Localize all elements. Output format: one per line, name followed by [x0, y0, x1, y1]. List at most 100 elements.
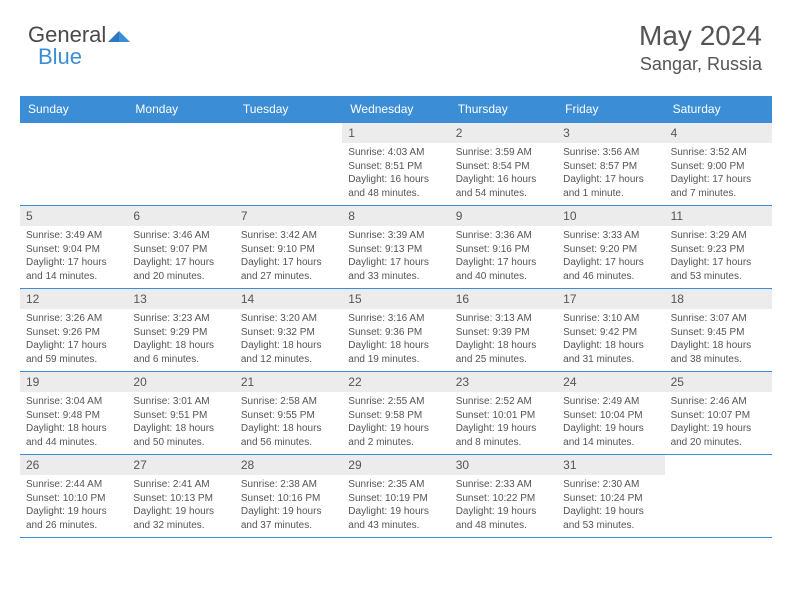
calendar-day: 6Sunrise: 3:46 AMSunset: 9:07 PMDaylight…	[127, 206, 234, 288]
day-body: Sunrise: 2:44 AMSunset: 10:10 PMDaylight…	[20, 475, 127, 537]
calendar-day	[127, 123, 234, 205]
day-number: 18	[665, 289, 772, 309]
day-number: 24	[557, 372, 664, 392]
day-number: 6	[127, 206, 234, 226]
day-body: Sunrise: 3:04 AMSunset: 9:48 PMDaylight:…	[20, 392, 127, 454]
day-number	[20, 123, 127, 143]
day-body: Sunrise: 3:10 AMSunset: 9:42 PMDaylight:…	[557, 309, 664, 371]
day-number: 14	[235, 289, 342, 309]
day-number: 25	[665, 372, 772, 392]
day-number: 29	[342, 455, 449, 475]
calendar-week: 19Sunrise: 3:04 AMSunset: 9:48 PMDayligh…	[20, 372, 772, 455]
day-number: 13	[127, 289, 234, 309]
day-body: Sunrise: 4:03 AMSunset: 8:51 PMDaylight:…	[342, 143, 449, 205]
day-number: 31	[557, 455, 664, 475]
calendar-day: 17Sunrise: 3:10 AMSunset: 9:42 PMDayligh…	[557, 289, 664, 371]
calendar-week: 5Sunrise: 3:49 AMSunset: 9:04 PMDaylight…	[20, 206, 772, 289]
calendar-day: 2Sunrise: 3:59 AMSunset: 8:54 PMDaylight…	[450, 123, 557, 205]
day-number	[235, 123, 342, 143]
calendar-day: 24Sunrise: 2:49 AMSunset: 10:04 PMDaylig…	[557, 372, 664, 454]
day-number: 9	[450, 206, 557, 226]
day-number: 4	[665, 123, 772, 143]
day-body: Sunrise: 2:41 AMSunset: 10:13 PMDaylight…	[127, 475, 234, 537]
weekday-label: Wednesday	[342, 96, 449, 122]
day-body: Sunrise: 2:58 AMSunset: 9:55 PMDaylight:…	[235, 392, 342, 454]
calendar-day: 18Sunrise: 3:07 AMSunset: 9:45 PMDayligh…	[665, 289, 772, 371]
day-number: 3	[557, 123, 664, 143]
page-title: May 2024	[639, 20, 762, 52]
day-body: Sunrise: 2:46 AMSunset: 10:07 PMDaylight…	[665, 392, 772, 454]
calendar-day: 4Sunrise: 3:52 AMSunset: 9:00 PMDaylight…	[665, 123, 772, 205]
weekday-label: Monday	[127, 96, 234, 122]
calendar-day: 30Sunrise: 2:33 AMSunset: 10:22 PMDaylig…	[450, 455, 557, 537]
day-body: Sunrise: 2:49 AMSunset: 10:04 PMDaylight…	[557, 392, 664, 454]
day-number: 1	[342, 123, 449, 143]
calendar-day: 19Sunrise: 3:04 AMSunset: 9:48 PMDayligh…	[20, 372, 127, 454]
calendar-week: 12Sunrise: 3:26 AMSunset: 9:26 PMDayligh…	[20, 289, 772, 372]
day-body: Sunrise: 3:56 AMSunset: 8:57 PMDaylight:…	[557, 143, 664, 205]
calendar-day: 21Sunrise: 2:58 AMSunset: 9:55 PMDayligh…	[235, 372, 342, 454]
weekday-header: SundayMondayTuesdayWednesdayThursdayFrid…	[20, 96, 772, 122]
day-body: Sunrise: 3:52 AMSunset: 9:00 PMDaylight:…	[665, 143, 772, 205]
calendar-day: 16Sunrise: 3:13 AMSunset: 9:39 PMDayligh…	[450, 289, 557, 371]
day-body: Sunrise: 3:07 AMSunset: 9:45 PMDaylight:…	[665, 309, 772, 371]
calendar-day: 28Sunrise: 2:38 AMSunset: 10:16 PMDaylig…	[235, 455, 342, 537]
day-number: 5	[20, 206, 127, 226]
calendar-day: 8Sunrise: 3:39 AMSunset: 9:13 PMDaylight…	[342, 206, 449, 288]
day-body: Sunrise: 3:46 AMSunset: 9:07 PMDaylight:…	[127, 226, 234, 288]
calendar-day: 7Sunrise: 3:42 AMSunset: 9:10 PMDaylight…	[235, 206, 342, 288]
day-body: Sunrise: 3:36 AMSunset: 9:16 PMDaylight:…	[450, 226, 557, 288]
calendar-week: 1Sunrise: 4:03 AMSunset: 8:51 PMDaylight…	[20, 122, 772, 206]
day-body: Sunrise: 3:26 AMSunset: 9:26 PMDaylight:…	[20, 309, 127, 371]
weekday-label: Friday	[557, 96, 664, 122]
day-body: Sunrise: 3:42 AMSunset: 9:10 PMDaylight:…	[235, 226, 342, 288]
weekday-label: Saturday	[665, 96, 772, 122]
day-body: Sunrise: 2:55 AMSunset: 9:58 PMDaylight:…	[342, 392, 449, 454]
calendar-day: 3Sunrise: 3:56 AMSunset: 8:57 PMDaylight…	[557, 123, 664, 205]
day-body: Sunrise: 3:01 AMSunset: 9:51 PMDaylight:…	[127, 392, 234, 454]
calendar-day: 5Sunrise: 3:49 AMSunset: 9:04 PMDaylight…	[20, 206, 127, 288]
calendar-day: 14Sunrise: 3:20 AMSunset: 9:32 PMDayligh…	[235, 289, 342, 371]
calendar-day: 15Sunrise: 3:16 AMSunset: 9:36 PMDayligh…	[342, 289, 449, 371]
weekday-label: Sunday	[20, 96, 127, 122]
calendar: SundayMondayTuesdayWednesdayThursdayFrid…	[20, 96, 772, 538]
day-number: 2	[450, 123, 557, 143]
day-body: Sunrise: 3:33 AMSunset: 9:20 PMDaylight:…	[557, 226, 664, 288]
calendar-day	[235, 123, 342, 205]
day-number: 11	[665, 206, 772, 226]
calendar-day: 10Sunrise: 3:33 AMSunset: 9:20 PMDayligh…	[557, 206, 664, 288]
calendar-day: 22Sunrise: 2:55 AMSunset: 9:58 PMDayligh…	[342, 372, 449, 454]
day-body: Sunrise: 2:38 AMSunset: 10:16 PMDaylight…	[235, 475, 342, 537]
calendar-day: 29Sunrise: 2:35 AMSunset: 10:19 PMDaylig…	[342, 455, 449, 537]
day-body: Sunrise: 2:33 AMSunset: 10:22 PMDaylight…	[450, 475, 557, 537]
day-number: 28	[235, 455, 342, 475]
calendar-day: 31Sunrise: 2:30 AMSunset: 10:24 PMDaylig…	[557, 455, 664, 537]
day-number: 23	[450, 372, 557, 392]
calendar-week: 26Sunrise: 2:44 AMSunset: 10:10 PMDaylig…	[20, 455, 772, 538]
calendar-day: 27Sunrise: 2:41 AMSunset: 10:13 PMDaylig…	[127, 455, 234, 537]
day-body: Sunrise: 2:52 AMSunset: 10:01 PMDaylight…	[450, 392, 557, 454]
day-body: Sunrise: 3:39 AMSunset: 9:13 PMDaylight:…	[342, 226, 449, 288]
location-label: Sangar, Russia	[639, 54, 762, 75]
calendar-day: 11Sunrise: 3:29 AMSunset: 9:23 PMDayligh…	[665, 206, 772, 288]
day-body: Sunrise: 3:59 AMSunset: 8:54 PMDaylight:…	[450, 143, 557, 205]
day-number: 26	[20, 455, 127, 475]
day-body: Sunrise: 2:35 AMSunset: 10:19 PMDaylight…	[342, 475, 449, 537]
day-body: Sunrise: 3:20 AMSunset: 9:32 PMDaylight:…	[235, 309, 342, 371]
day-body: Sunrise: 3:29 AMSunset: 9:23 PMDaylight:…	[665, 226, 772, 288]
day-body: Sunrise: 3:16 AMSunset: 9:36 PMDaylight:…	[342, 309, 449, 371]
day-number: 16	[450, 289, 557, 309]
day-number: 17	[557, 289, 664, 309]
day-body: Sunrise: 3:13 AMSunset: 9:39 PMDaylight:…	[450, 309, 557, 371]
day-number: 19	[20, 372, 127, 392]
calendar-day: 13Sunrise: 3:23 AMSunset: 9:29 PMDayligh…	[127, 289, 234, 371]
day-number: 15	[342, 289, 449, 309]
day-number: 21	[235, 372, 342, 392]
day-number: 7	[235, 206, 342, 226]
weekday-label: Tuesday	[235, 96, 342, 122]
day-body: Sunrise: 3:23 AMSunset: 9:29 PMDaylight:…	[127, 309, 234, 371]
calendar-day: 1Sunrise: 4:03 AMSunset: 8:51 PMDaylight…	[342, 123, 449, 205]
calendar-day: 26Sunrise: 2:44 AMSunset: 10:10 PMDaylig…	[20, 455, 127, 537]
calendar-weeks: 1Sunrise: 4:03 AMSunset: 8:51 PMDaylight…	[20, 122, 772, 538]
calendar-day	[665, 455, 772, 537]
